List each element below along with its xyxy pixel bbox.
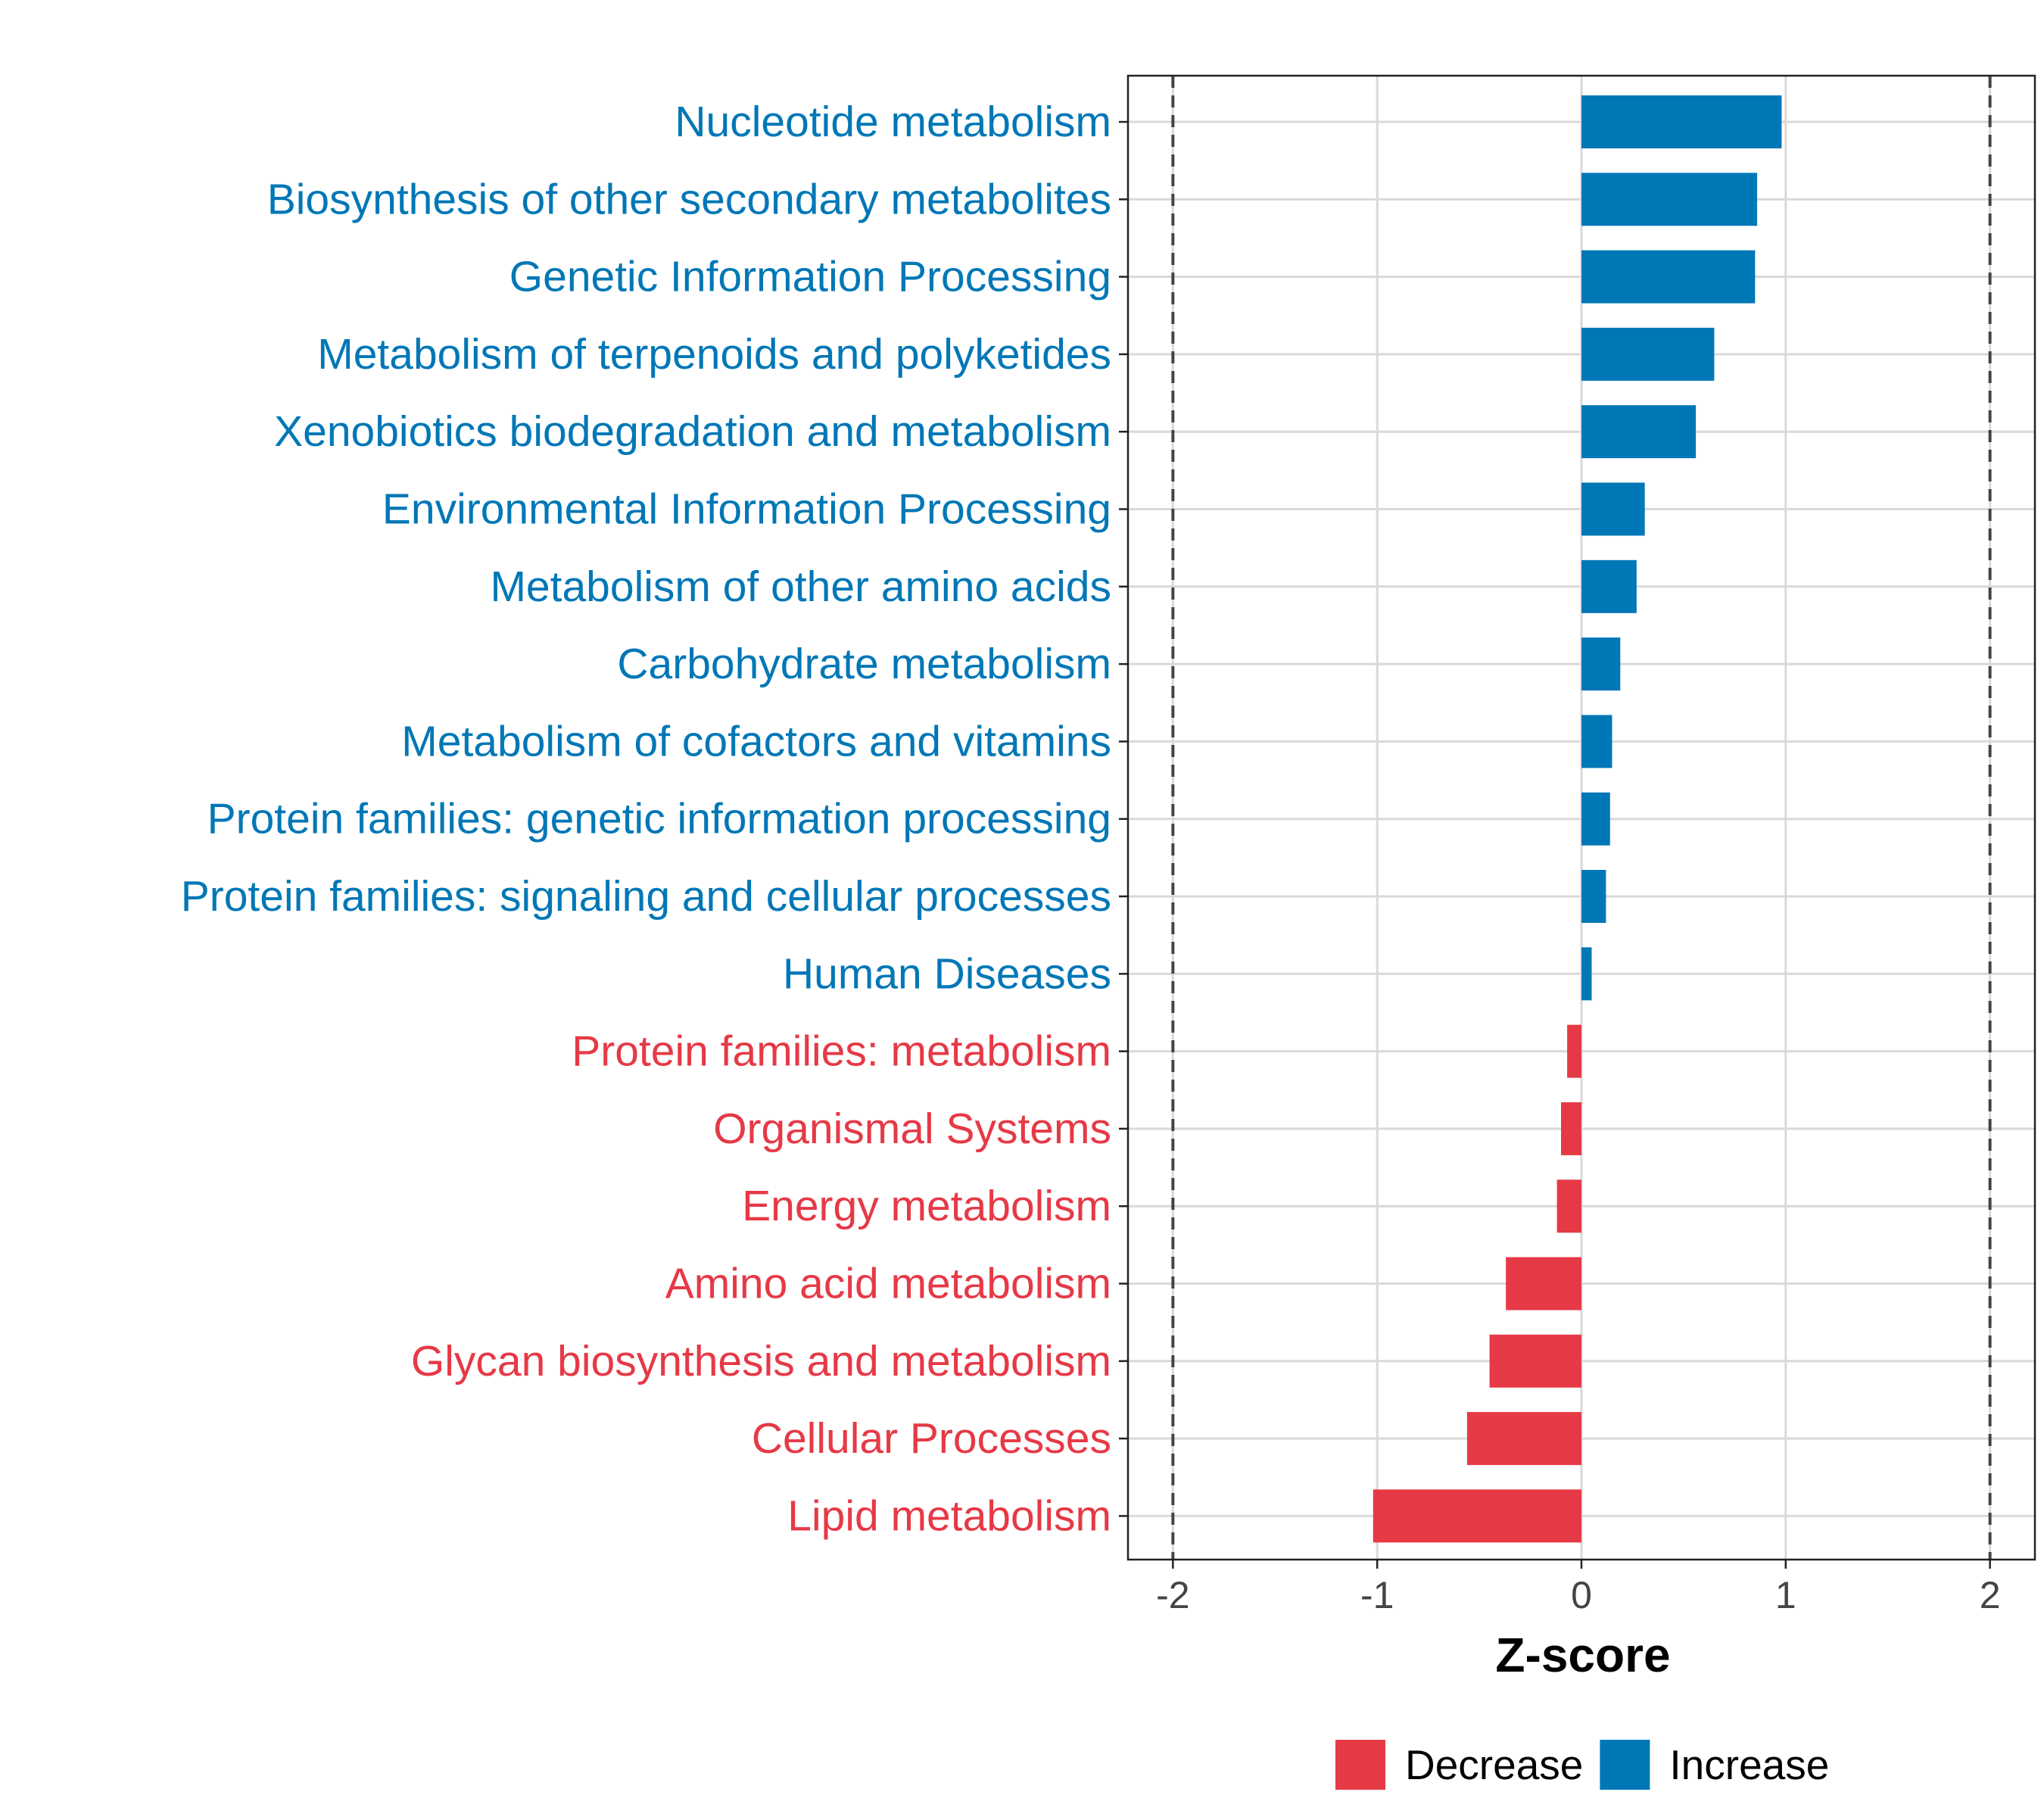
- bar: [1581, 792, 1610, 846]
- y-axis-label: Amino acid metabolism: [665, 1260, 1111, 1308]
- y-axis-label: Glycan biosynthesis and metabolism: [411, 1337, 1111, 1385]
- y-axis-label: Organismal Systems: [713, 1105, 1111, 1153]
- y-axis-label: Metabolism of terpenoids and polyketides: [317, 330, 1111, 379]
- y-axis-label: Protein families: metabolism: [572, 1027, 1111, 1076]
- bar: [1581, 173, 1758, 226]
- bar: [1581, 95, 1782, 148]
- bar: [1556, 1180, 1581, 1233]
- y-axis-label: Nucleotide metabolism: [675, 98, 1111, 146]
- legend-swatch-increase: [1600, 1740, 1650, 1790]
- y-axis-label: Environmental Information Processing: [382, 485, 1111, 534]
- legend-swatch-decrease: [1335, 1740, 1385, 1790]
- bar: [1581, 870, 1606, 923]
- x-axis-title: Z-score: [1495, 1628, 1670, 1682]
- y-axis-label: Lipid metabolism: [787, 1491, 1111, 1540]
- bars: [1373, 95, 1782, 1543]
- y-axis-label: Energy metabolism: [742, 1182, 1111, 1230]
- bar: [1581, 327, 1715, 381]
- legend-label-increase: Increase: [1669, 1741, 1829, 1788]
- x-tick-label: 1: [1775, 1574, 1796, 1616]
- y-axis-label: Metabolism of cofactors and vitamins: [401, 717, 1111, 765]
- y-axis-label: Genetic Information Processing: [509, 253, 1111, 301]
- y-axis-label: Carbohydrate metabolism: [617, 640, 1111, 688]
- bar: [1506, 1257, 1581, 1311]
- bar: [1489, 1334, 1581, 1388]
- y-axis-label: Human Diseases: [783, 949, 1111, 998]
- y-axis-label: Biosynthesis of other secondary metaboli…: [267, 175, 1111, 223]
- bar: [1581, 637, 1621, 691]
- bar: [1561, 1102, 1581, 1155]
- bar: [1581, 947, 1592, 1001]
- reference-lines: [1171, 76, 1992, 1560]
- y-axis-label: Xenobiotics biodegradation and metabolis…: [274, 407, 1111, 456]
- bar: [1581, 250, 1756, 304]
- x-tick-label: 2: [1980, 1574, 2001, 1616]
- y-axis-label: Cellular Processes: [752, 1414, 1111, 1463]
- bar: [1581, 405, 1697, 459]
- x-tick-label: -1: [1360, 1574, 1394, 1616]
- bar: [1581, 482, 1645, 536]
- y-axis-label: Protein families: signaling and cellular…: [181, 872, 1111, 921]
- y-axis-labels: Nucleotide metabolism Biosynthesis of oth…: [181, 98, 1128, 1540]
- legend-label-decrease: Decrease: [1405, 1741, 1583, 1788]
- bar: [1466, 1412, 1581, 1466]
- x-tick-label: 0: [1571, 1574, 1592, 1616]
- y-axis-label: Protein families: genetic information pr…: [207, 795, 1111, 843]
- bar: [1581, 559, 1637, 613]
- bar: [1373, 1489, 1581, 1543]
- bar: [1567, 1024, 1581, 1078]
- y-axis-label: Metabolism of other amino acids: [490, 563, 1111, 611]
- x-tick-label: -2: [1156, 1574, 1189, 1616]
- x-axis-ticks: -2 -1 0 1 2: [1156, 1560, 2001, 1616]
- legend: Decrease Increase: [1335, 1740, 1829, 1790]
- bar: [1581, 715, 1612, 768]
